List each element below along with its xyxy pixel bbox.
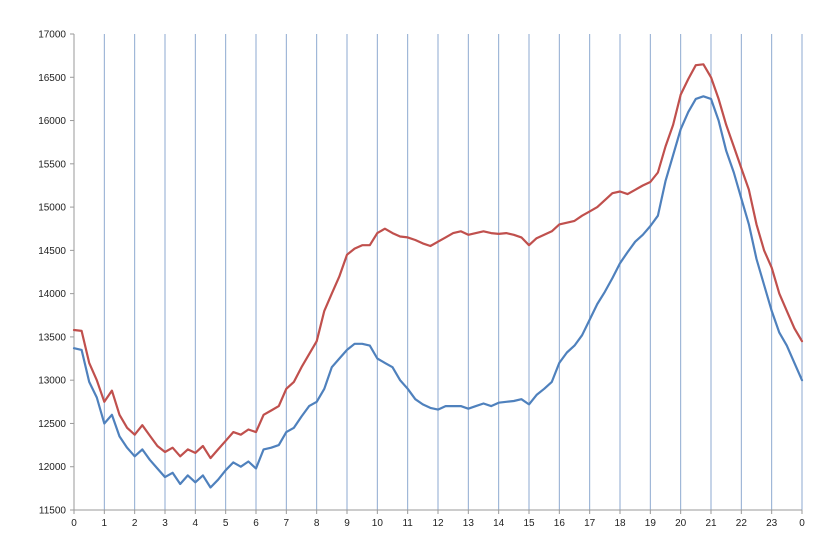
x-axis-ticks: 0 1 2 3 4 5 6 7 8 9 10 11 12 13 14 15 16 17 18 19 20 21 22 23 0 (71, 510, 805, 529)
x-tick-label: 16 (554, 518, 566, 529)
y-tick-label: 13000 (38, 376, 66, 387)
x-tick-label: 4 (193, 518, 199, 529)
y-tick-label: 11500 (39, 506, 67, 517)
x-tick-label: 2 (132, 518, 138, 529)
y-axis-ticks: 11500 12000 12500 13000 13500 14000 14500 15000… (38, 30, 74, 517)
y-tick-label: 15500 (38, 159, 66, 170)
x-tick-label: 21 (705, 518, 717, 529)
x-tick-label: 12 (432, 518, 444, 529)
y-tick-label: 16500 (38, 73, 66, 84)
series-line-red (72, 63, 804, 460)
x-tick-label: 17 (584, 518, 596, 529)
y-tick-label: 14000 (38, 289, 66, 300)
x-tick-label: 18 (614, 518, 626, 529)
x-tick-label: 22 (736, 518, 748, 529)
x-tick-label: 3 (162, 518, 168, 529)
x-tick-label: 13 (463, 518, 475, 529)
x-tick-label: 9 (344, 518, 350, 529)
x-tick-label: 10 (372, 518, 384, 529)
y-tick-label: 15000 (38, 203, 66, 214)
series-line-blue (72, 95, 804, 489)
grid (73, 34, 803, 510)
x-tick-label: 23 (766, 518, 778, 529)
x-tick-label: 6 (253, 518, 259, 529)
y-tick-label: 12500 (38, 419, 66, 430)
x-tick-label: 15 (523, 518, 535, 529)
x-tick-label: 0 (71, 518, 77, 529)
y-tick-label: 14500 (38, 246, 66, 257)
y-tick-label: 16000 (38, 116, 66, 127)
x-tick-label: 19 (645, 518, 657, 529)
x-tick-label: 5 (223, 518, 229, 529)
x-tick-label: 8 (314, 518, 320, 529)
x-tick-label: 14 (493, 518, 505, 529)
y-tick-label: 12000 (38, 462, 66, 473)
y-tick-label: 13500 (38, 332, 66, 343)
series (72, 63, 804, 489)
x-tick-label: 0 (799, 518, 805, 529)
x-tick-label: 1 (102, 518, 108, 529)
x-tick-label: 7 (284, 518, 290, 529)
y-tick-label: 17000 (38, 30, 66, 41)
x-tick-label: 11 (402, 518, 413, 529)
x-tick-label: 20 (675, 518, 687, 529)
